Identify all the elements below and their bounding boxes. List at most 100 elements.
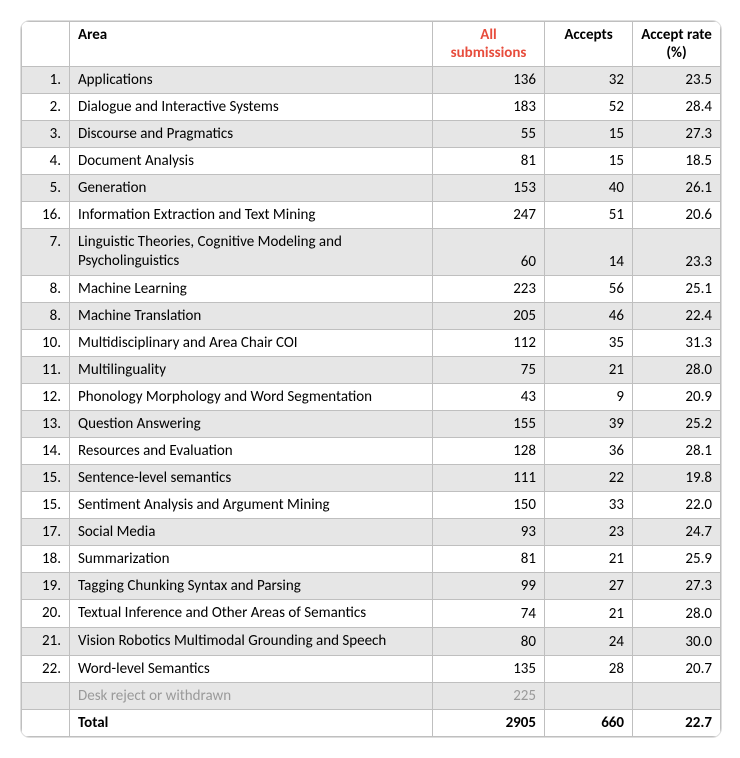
row-area: Summarization [70,546,433,573]
row-accept-rate: 18.5 [633,148,721,175]
row-submissions: 183 [433,94,545,121]
row-submissions: 60 [433,229,545,276]
row-index [22,709,70,736]
row-accept-rate: 22.7 [633,709,721,736]
table-row: 3.Discourse and Pragmatics551527.3 [22,121,721,148]
row-index: 19. [22,573,70,600]
row-index: 16. [22,202,70,229]
row-area: Document Analysis [70,148,433,175]
row-area: Multidisciplinary and Area Chair COI [70,329,433,356]
row-accept-rate: 22.4 [633,302,721,329]
row-area: Question Answering [70,411,433,438]
row-area: Vision Robotics Multimodal Grounding and… [70,628,433,656]
table-header: Area All submissions Accepts Accept rate… [22,22,721,67]
row-index: 17. [22,519,70,546]
row-index [22,682,70,709]
row-accepts: 46 [545,302,633,329]
row-area: Applications [70,67,433,94]
row-accepts: 14 [545,229,633,276]
row-accept-rate: 20.9 [633,383,721,411]
row-index: 2. [22,94,70,121]
row-accepts: 23 [545,519,633,546]
row-accept-rate: 27.3 [633,573,721,600]
row-accepts: 28 [545,655,633,682]
table-row: 21.Vision Robotics Multimodal Grounding … [22,628,721,656]
row-area: Phonology Morphology and Word Segmentati… [70,383,433,411]
row-submissions: 247 [433,202,545,229]
table-row: 16.Information Extraction and Text Minin… [22,202,721,229]
table-row: 20.Textual Inference and Other Areas of … [22,600,721,628]
row-submissions: 55 [433,121,545,148]
col-index [22,22,70,67]
row-submissions: 111 [433,465,545,492]
row-accepts [545,682,633,709]
row-submissions: 75 [433,356,545,383]
row-area: Desk reject or withdrawn [70,682,433,709]
row-index: 3. [22,121,70,148]
row-index: 22. [22,655,70,682]
row-accept-rate: 25.2 [633,411,721,438]
row-accepts: 27 [545,573,633,600]
row-accept-rate: 20.6 [633,202,721,229]
table-row: 18.Summarization812125.9 [22,546,721,573]
table-row: 22.Word-level Semantics1352820.7 [22,655,721,682]
submissions-table: Area All submissions Accepts Accept rate… [21,21,721,737]
row-accepts: 33 [545,492,633,519]
row-submissions: 135 [433,655,545,682]
row-area: Dialogue and Interactive Systems [70,94,433,121]
row-submissions: 128 [433,438,545,465]
row-accepts: 51 [545,202,633,229]
row-area: Machine Translation [70,302,433,329]
row-area: Information Extraction and Text Mining [70,202,433,229]
row-accept-rate: 24.7 [633,519,721,546]
row-accept-rate: 22.0 [633,492,721,519]
row-accept-rate: 27.3 [633,121,721,148]
table-row: 8.Machine Translation2054622.4 [22,302,721,329]
row-index: 4. [22,148,70,175]
table-row: 5.Generation1534026.1 [22,175,721,202]
row-submissions: 43 [433,383,545,411]
table-total-row: Total290566022.7 [22,709,721,736]
row-accepts: 21 [545,356,633,383]
row-area: Tagging Chunking Syntax and Parsing [70,573,433,600]
row-index: 10. [22,329,70,356]
row-accept-rate: 26.1 [633,175,721,202]
row-index: 1. [22,67,70,94]
col-area: Area [70,22,433,67]
row-index: 8. [22,302,70,329]
table-row: 11.Multilinguality752128.0 [22,356,721,383]
row-accept-rate: 23.3 [633,229,721,276]
row-accepts: 15 [545,121,633,148]
row-accept-rate: 23.5 [633,67,721,94]
table-row: 4.Document Analysis811518.5 [22,148,721,175]
table-body: 1.Applications1363223.5 2.Dialogue and In… [22,67,721,737]
table-row: 8.Machine Learning2235625.1 [22,275,721,302]
row-accept-rate: 28.1 [633,438,721,465]
row-accept-rate: 28.4 [633,94,721,121]
row-submissions: 136 [433,67,545,94]
row-index: 7. [22,229,70,276]
row-accept-rate: 28.0 [633,600,721,628]
row-accepts: 9 [545,383,633,411]
row-accept-rate: 31.3 [633,329,721,356]
row-accepts: 32 [545,67,633,94]
row-accept-rate: 30.0 [633,628,721,656]
row-area: Word-level Semantics [70,655,433,682]
row-accept-rate [633,682,721,709]
row-accepts: 39 [545,411,633,438]
row-accepts: 56 [545,275,633,302]
row-accepts: 24 [545,628,633,656]
row-accepts: 15 [545,148,633,175]
row-submissions: 153 [433,175,545,202]
row-submissions: 223 [433,275,545,302]
row-area: Total [70,709,433,736]
col-accept-rate: Accept rate (%) [633,22,721,67]
row-submissions: 150 [433,492,545,519]
row-accept-rate: 20.7 [633,655,721,682]
row-submissions: 81 [433,148,545,175]
row-accepts: 21 [545,546,633,573]
row-index: 11. [22,356,70,383]
row-index: 5. [22,175,70,202]
row-accepts: 35 [545,329,633,356]
row-submissions: 99 [433,573,545,600]
